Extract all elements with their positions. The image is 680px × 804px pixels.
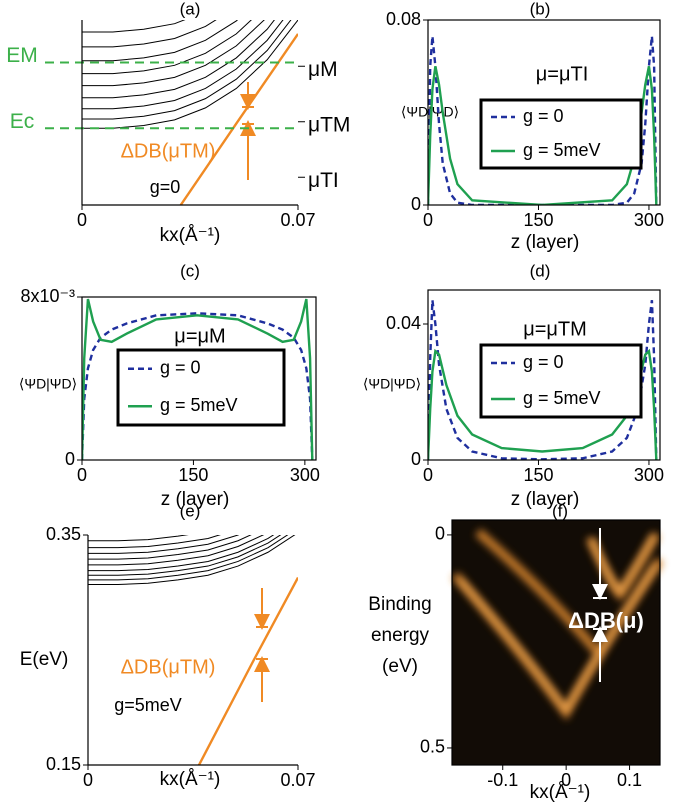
annotation: ΔDB(μ) <box>568 608 644 633</box>
x-axis-label: kx(Å⁻¹) <box>530 782 591 803</box>
annotation: ΔDB(μTM) <box>121 656 216 678</box>
y-axis-label: ⟨ΨD|ΨD⟩ <box>363 376 421 392</box>
y-tick-label: 0 <box>411 449 421 469</box>
series-line <box>181 34 298 205</box>
x-tick-label: 150 <box>523 465 553 485</box>
series-line <box>88 524 298 576</box>
legend-label: g = 0 <box>523 352 564 372</box>
x-tick-label: 300 <box>634 210 664 230</box>
annotation: g=5meV <box>114 695 182 715</box>
y-tick-label: 0 <box>65 449 75 469</box>
x-tick-label: 300 <box>290 465 320 485</box>
reference-label: EM <box>6 44 38 67</box>
x-axis-label: z (layer) <box>511 232 580 253</box>
legend-label: g = 5meV <box>523 140 601 160</box>
annotation: μ=μM <box>174 325 225 347</box>
x-tick-label: 150 <box>178 465 208 485</box>
legend-label: g = 5meV <box>160 395 238 415</box>
panel-label: (f) <box>552 501 568 520</box>
y2-tick-label: μTI <box>308 169 339 192</box>
y2-tick-label: μM <box>308 58 338 81</box>
panel-label: (a) <box>180 0 201 18</box>
series-line <box>88 519 298 571</box>
x-tick-label: 0 <box>423 465 433 485</box>
x-tick-label: 0 <box>77 465 87 485</box>
y-axis-label: (eV) <box>382 656 418 677</box>
y-axis-label: E(eV) <box>20 649 69 670</box>
x-axis-label: kx(Å⁻¹) <box>160 769 221 790</box>
y-axis-label: Binding <box>368 594 431 615</box>
x-tick-label: 300 <box>634 465 664 485</box>
x-tick-label: 150 <box>523 210 553 230</box>
x-tick-label: 0.07 <box>280 210 315 230</box>
annotation: μ=μTI <box>536 63 589 85</box>
arpes-image <box>452 520 660 765</box>
x-tick-label: 0 <box>423 210 433 230</box>
y-tick-label: 0.35 <box>46 524 81 544</box>
x-tick-label: 0.07 <box>280 770 315 790</box>
y-tick-label: 8x10⁻³ <box>20 286 75 306</box>
x-axis-label: z (layer) <box>511 489 580 510</box>
y-axis-label: energy <box>371 625 430 646</box>
panel-label: (e) <box>180 501 201 520</box>
x-tick-label: 0 <box>77 210 87 230</box>
figure: (a) kx(Å⁻¹) EM Ec 0 0.07 μM μTM μTI ΔDB(μTM) g=0 (b… <box>0 0 680 804</box>
y-tick-label: 0.15 <box>46 754 81 774</box>
y-tick-label: 0 <box>435 524 445 544</box>
reference-label: Ec <box>10 110 35 133</box>
y-tick-label: 0.08 <box>386 9 421 29</box>
x-tick-label: 0 <box>83 770 93 790</box>
x-tick-label: -0.1 <box>487 770 518 790</box>
panel-label: (b) <box>530 0 551 18</box>
y-tick-label: 0 <box>411 194 421 214</box>
x-tick-label: 0.1 <box>617 770 642 790</box>
panel-label: (d) <box>530 261 551 280</box>
annotation: g=0 <box>150 177 181 197</box>
y2-tick-label: μTM <box>308 113 350 136</box>
series-line <box>88 528 298 580</box>
x-axis-label: kx(Å⁻¹) <box>160 225 221 246</box>
panel-label: (c) <box>180 261 200 280</box>
y-tick-label: 0.5 <box>420 737 445 757</box>
series-line <box>82 11 298 119</box>
y-axis-label: ⟨ΨD|ΨD⟩ <box>19 376 77 392</box>
annotation: μ=μTM <box>523 318 587 340</box>
plot-area <box>82 0 298 205</box>
page: (a) kx(Å⁻¹) EM Ec 0 0.07 μM μTM μTI ΔDB(μTM) g=0 (b… <box>0 0 680 804</box>
y-tick-label: 0.04 <box>386 313 421 333</box>
gap-arrows-a <box>242 82 254 180</box>
annotation: ΔDB(μTM) <box>121 140 216 162</box>
legend-label: g = 5meV <box>523 388 601 408</box>
legend-label: g = 0 <box>523 106 564 126</box>
legend-label: g = 0 <box>160 358 201 378</box>
x-tick-label: 0 <box>561 770 571 790</box>
series-line <box>82 20 298 128</box>
